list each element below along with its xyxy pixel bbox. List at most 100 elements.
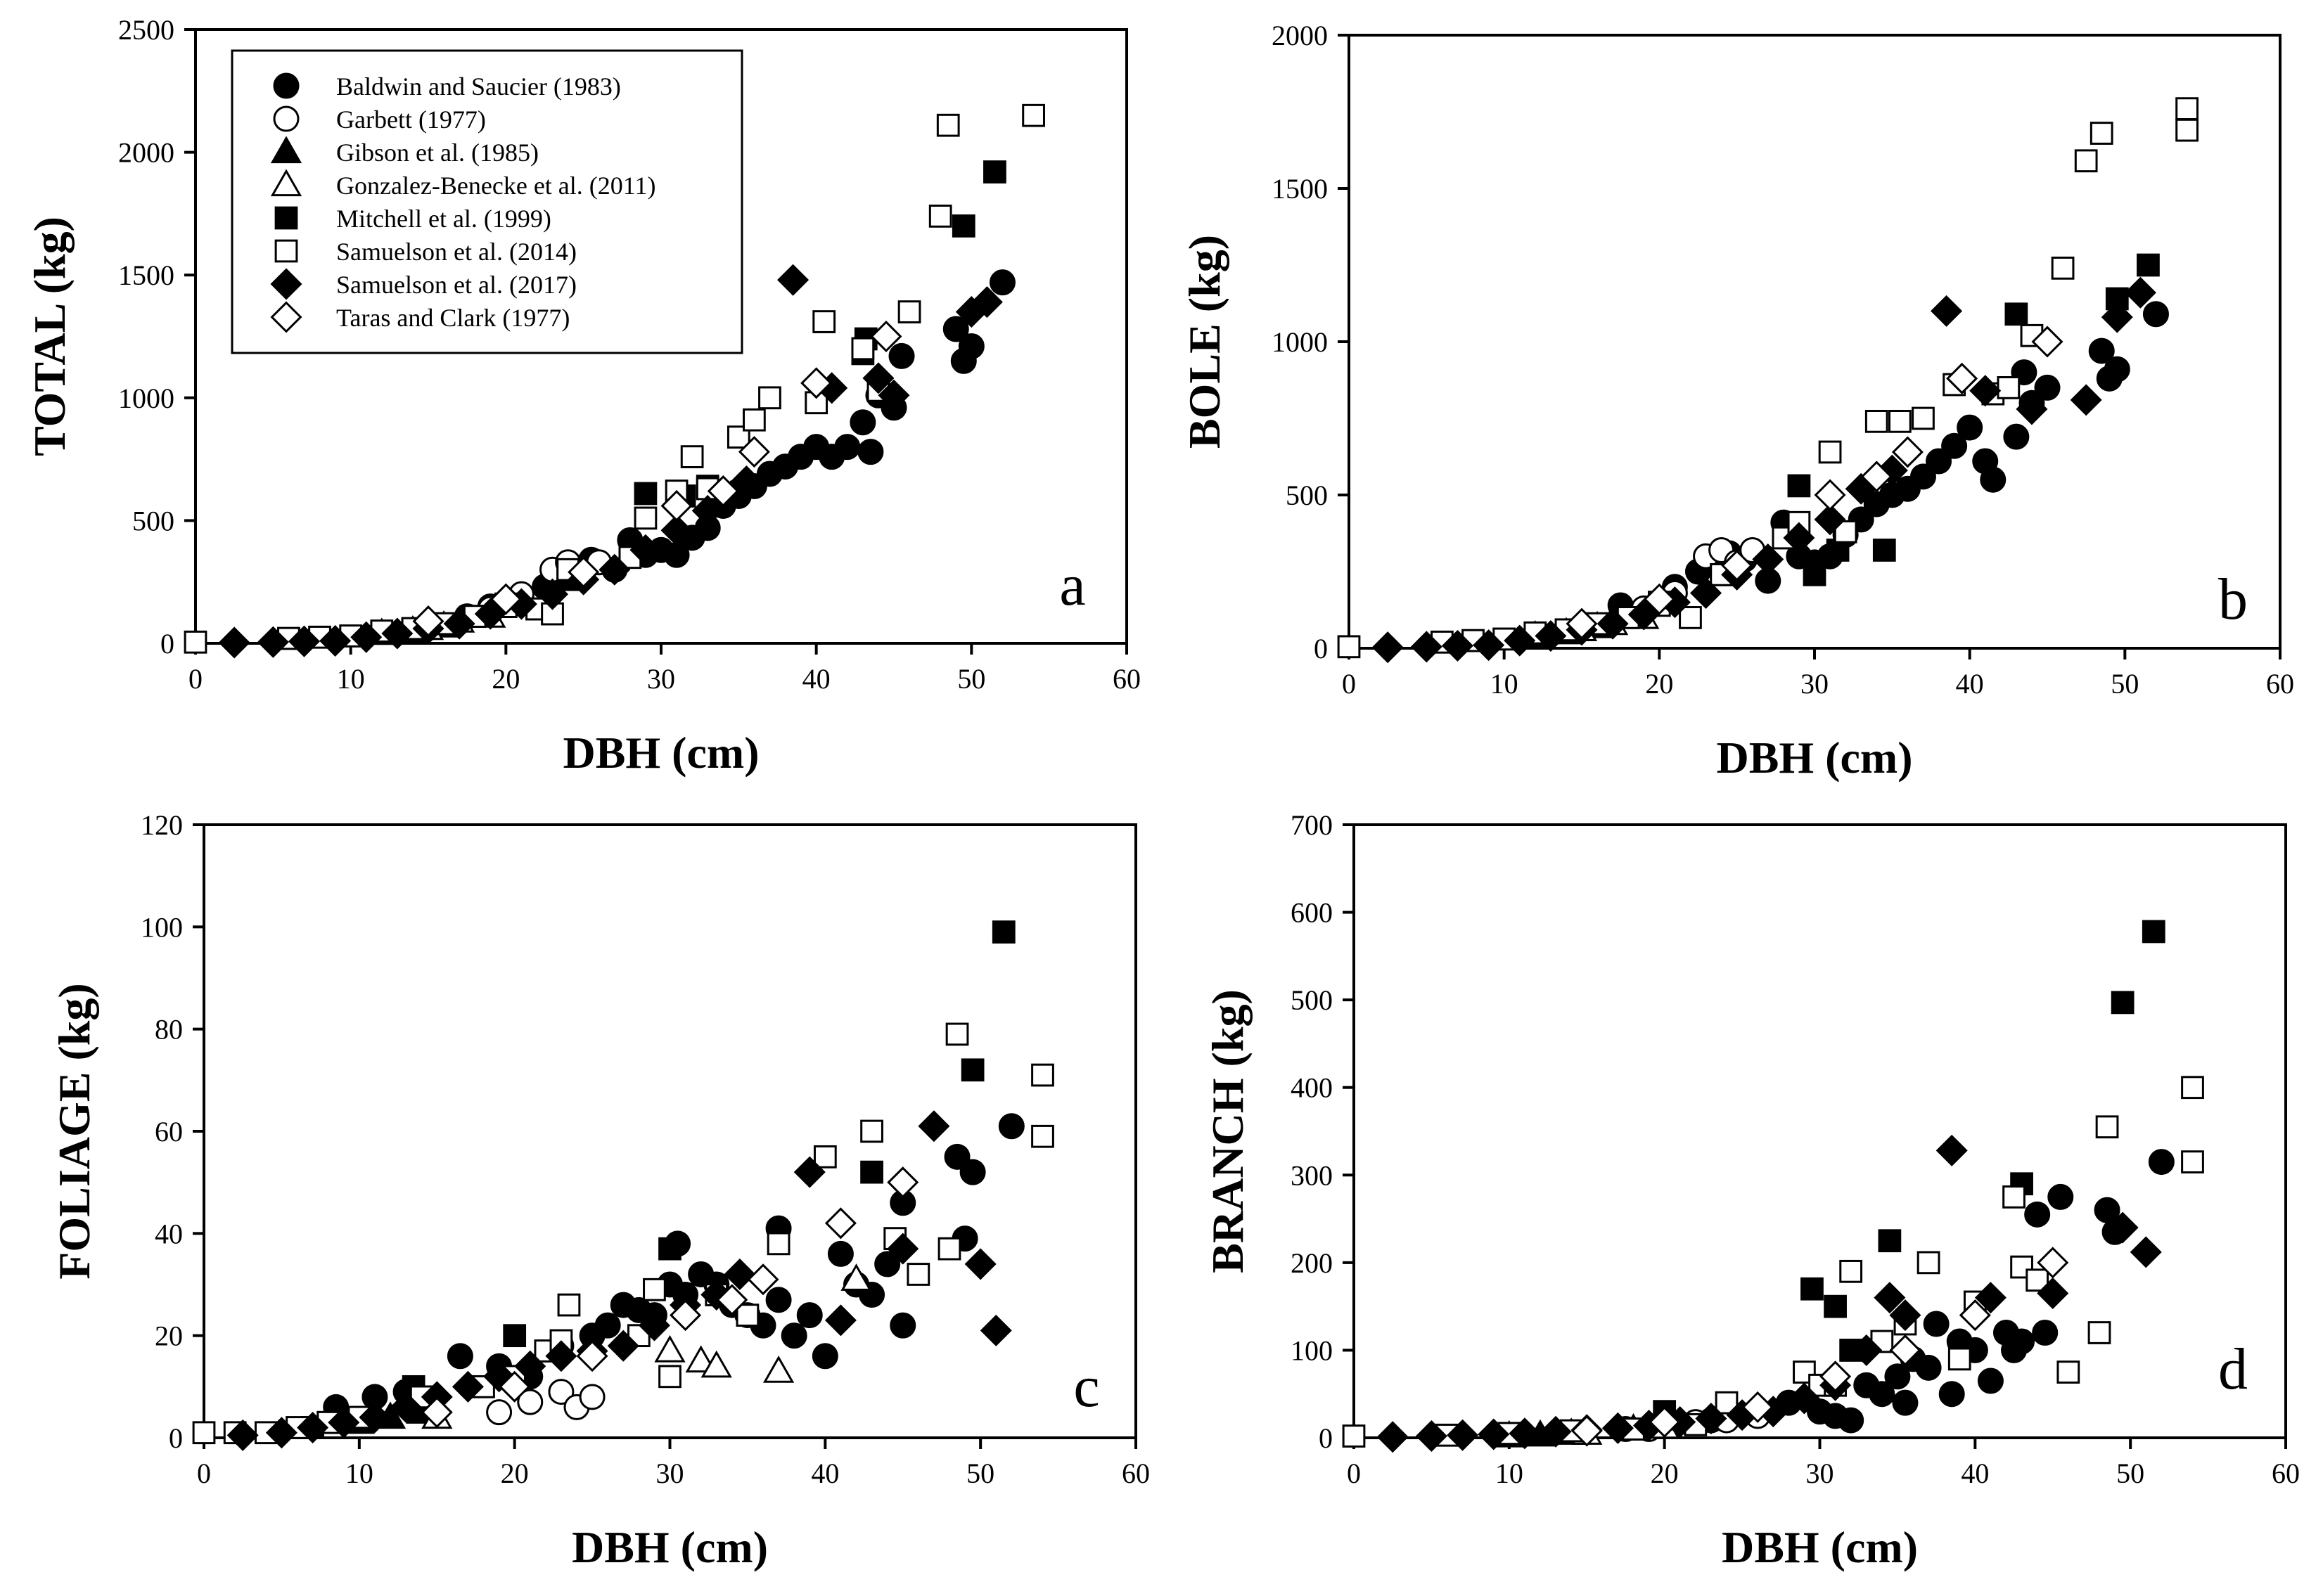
data-point: [716, 1284, 748, 1316]
data-point: [2003, 423, 2030, 450]
data-point: [1415, 1420, 1447, 1453]
data-point: [727, 425, 750, 449]
data-point: [443, 607, 475, 640]
data-point: [738, 436, 770, 468]
data-point: [2037, 1277, 2069, 1309]
data-point: [1909, 463, 1936, 490]
data-point: [514, 1350, 546, 1382]
data-point: [743, 408, 766, 432]
data-point: [1504, 624, 1536, 657]
data-point: [226, 1419, 259, 1451]
data-point: [1878, 1229, 1902, 1253]
data-point: [1601, 1412, 1634, 1444]
data-points: [1337, 97, 2199, 664]
data-point: [907, 1263, 930, 1286]
y-tick-label: 700: [1291, 809, 1333, 841]
legend-label: Garbett (1977): [336, 105, 486, 134]
data-point: [599, 553, 631, 586]
y-tick-label: 1000: [1272, 326, 1328, 358]
y-tick-label: 600: [1291, 897, 1333, 929]
x-tick-label: 60: [2272, 1457, 2300, 1489]
data-point: [730, 465, 762, 498]
data-point: [1535, 620, 1567, 652]
data-point: [350, 621, 383, 653]
data-point: [576, 1340, 608, 1372]
y-tick-label: 0: [1314, 633, 1328, 664]
data-point: [887, 1166, 919, 1199]
data-point: [474, 598, 506, 630]
data-point: [2137, 253, 2160, 277]
panel-b: 0 10 20 30 40 50 60 0 500 1000 1500 2000 DBH (cm) BOL…: [1179, 20, 2294, 783]
x-tick-label: 0: [1342, 668, 1356, 700]
data-point: [2026, 1268, 2049, 1292]
data-point: [447, 1343, 473, 1370]
y-tick-label: 500: [1291, 984, 1333, 1016]
x-tick-label: 50: [966, 1457, 994, 1489]
data-point: [1946, 362, 1978, 394]
data-points: [192, 920, 1054, 1451]
data-point: [1969, 375, 2002, 407]
data-point: [1649, 1406, 1681, 1439]
legend-label: Gibson et al. (1985): [336, 139, 539, 167]
panel-label: a: [1059, 553, 1085, 618]
data-point: [942, 316, 969, 342]
data-point: [971, 286, 1003, 318]
data-point: [658, 1365, 681, 1389]
data-point: [1787, 474, 1811, 498]
y-tick-label: 1500: [1272, 173, 1328, 205]
data-point: [1974, 1282, 2007, 1314]
data-point: [537, 578, 569, 610]
y-tick-label: 0: [169, 1422, 183, 1454]
x-axis-label: DBH (cm): [563, 728, 759, 778]
data-point: [2111, 991, 2135, 1015]
data-point: [629, 534, 662, 566]
data-point: [2004, 302, 2028, 326]
legend-item: Samuelson et al. (2017): [270, 268, 577, 300]
y-tick-label: 2000: [118, 137, 174, 169]
data-point: [670, 1299, 702, 1332]
data-point: [1850, 1334, 1883, 1366]
y-axis-label: BRANCH (kg): [1203, 989, 1253, 1273]
data-point: [888, 342, 915, 369]
data-point: [1824, 1294, 1847, 1318]
x-tick-label: 40: [802, 663, 831, 695]
legend-label: Taras and Clark (1977): [336, 304, 570, 332]
data-point: [964, 1248, 997, 1280]
data-point: [1783, 522, 1815, 554]
x-tick-label: 0: [188, 663, 203, 695]
data-point: [2175, 118, 2199, 142]
legend-item: Gibson et al. (1985): [270, 136, 539, 167]
data-point: [983, 160, 1006, 184]
legend-label: Baldwin and Saucier (1983): [336, 72, 621, 101]
data-point: [1478, 1418, 1510, 1450]
data-point: [1959, 1299, 1991, 1332]
data-point: [777, 264, 809, 296]
data-point: [489, 583, 522, 615]
data-point: [2175, 97, 2199, 121]
y-tick-label: 20: [155, 1320, 183, 1352]
data-point: [781, 1323, 807, 1349]
data-point: [1540, 1415, 1572, 1448]
data-point: [1931, 295, 1963, 327]
data-point: [700, 1350, 732, 1378]
data-point: [961, 1058, 985, 1082]
y-tick-label: 2500: [118, 14, 174, 46]
data-point: [2101, 301, 2133, 333]
x-tick-label: 40: [1956, 668, 1984, 700]
data-point: [1915, 1354, 1942, 1381]
data-point: [634, 506, 658, 530]
data-point: [568, 556, 600, 588]
data-point: [887, 1233, 919, 1265]
data-point: [824, 1207, 857, 1240]
data-point: [928, 205, 952, 228]
data-point: [1031, 1063, 1054, 1087]
y-tick-label: 400: [1291, 1072, 1333, 1104]
data-point: [2095, 1115, 2119, 1139]
data-point: [1997, 376, 2021, 399]
x-tick-label: 0: [1347, 1457, 1361, 1489]
data-point: [959, 1159, 986, 1185]
data-points: [1342, 920, 2204, 1453]
panel-c: 0 10 20 30 40 50 60 0 20 40 60 80 100 120 DBH (cm) FOLI…: [49, 809, 1150, 1572]
data-point: [2087, 1321, 2111, 1344]
